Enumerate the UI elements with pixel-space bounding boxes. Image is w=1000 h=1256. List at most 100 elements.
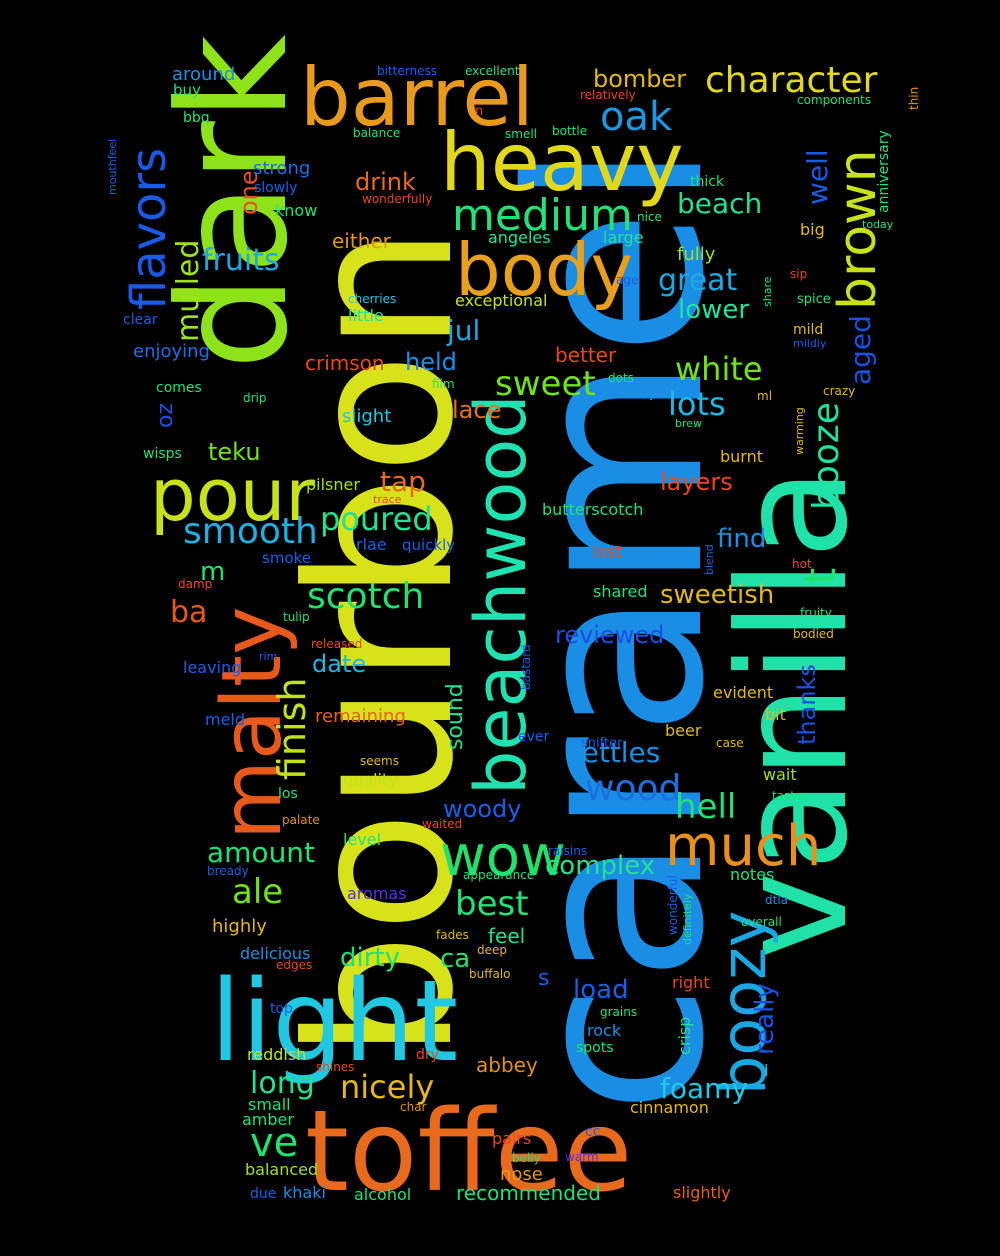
word: lots (668, 385, 726, 423)
word: reddish (247, 1045, 306, 1064)
word: relatively (580, 88, 636, 102)
word: waited (422, 817, 462, 831)
word: bomber (593, 65, 686, 93)
word: smooth (183, 511, 318, 552)
word: burnt (720, 447, 763, 466)
word: wonderfully (362, 192, 432, 206)
word: character (705, 60, 878, 101)
word: body (455, 228, 633, 312)
word: beer (665, 721, 702, 740)
word: damp (178, 577, 212, 591)
word: lower (678, 295, 749, 325)
word: exceptional (455, 291, 547, 310)
word: big (800, 220, 825, 239)
word: meld (205, 710, 245, 729)
word: aged (844, 315, 877, 385)
word: today (862, 218, 894, 231)
word: scotch (307, 576, 424, 617)
word: large (603, 228, 644, 247)
word: leaving (183, 658, 241, 677)
word: released (311, 637, 362, 651)
word: f (788, 78, 793, 92)
word: caramel (477, 142, 757, 1115)
word: level (343, 830, 381, 849)
word: reviewed (555, 621, 664, 649)
word: smoke (262, 549, 311, 567)
word: balanced (245, 1160, 318, 1179)
word: finish (270, 678, 314, 780)
word: white (675, 350, 763, 388)
word: butterscotch (542, 500, 643, 519)
word: spots (576, 1040, 614, 1056)
word: blend (703, 544, 716, 575)
word: s (538, 966, 549, 991)
word: comes (156, 380, 202, 396)
word: grains (600, 1005, 637, 1019)
word: shared (593, 582, 648, 601)
word: sip (790, 267, 807, 281)
word: date (312, 650, 366, 678)
word: film (432, 377, 455, 391)
word: flavors (121, 148, 177, 310)
word: really (750, 983, 780, 1055)
word: quality (343, 770, 398, 789)
word: bit (765, 705, 786, 724)
word: best (455, 884, 529, 924)
word: recommended (456, 1181, 601, 1205)
word: long (250, 1066, 315, 1101)
word: warming (793, 407, 806, 455)
word: amount (207, 836, 315, 869)
word: case (716, 736, 744, 750)
word: wood (585, 768, 681, 809)
word: rim (259, 650, 277, 663)
word: great (658, 263, 738, 298)
word: evident (713, 683, 773, 702)
word: components (797, 93, 871, 107)
word: m (200, 557, 225, 587)
word: medium (452, 190, 633, 241)
word: little (348, 306, 384, 325)
word: amber (242, 1110, 294, 1129)
word: around (172, 64, 235, 85)
word: lost (593, 542, 622, 561)
word: bready (207, 864, 249, 878)
word: know (275, 201, 317, 220)
word: dots (608, 371, 634, 385)
word: one (235, 170, 263, 215)
word: layers (660, 468, 733, 496)
word: clear (123, 312, 158, 328)
word: rock (587, 1021, 622, 1040)
word: hell (675, 787, 736, 827)
word: fruity (800, 606, 832, 620)
word: los (278, 786, 298, 802)
word: ale (232, 872, 283, 912)
word: beachwood (460, 394, 542, 795)
word: highly (212, 916, 267, 937)
word: sweet (495, 364, 596, 404)
word: barrel (300, 51, 534, 144)
word: delicious (240, 944, 310, 963)
word: ve (250, 1120, 298, 1166)
word: bodied (793, 627, 834, 641)
word: brown (828, 149, 888, 310)
word: presence (588, 798, 652, 814)
word: drink (355, 168, 416, 196)
word: bottle (552, 124, 587, 138)
word: angeles (488, 228, 551, 247)
word: lace (452, 396, 501, 424)
word: share (761, 276, 774, 307)
word: seems (360, 754, 399, 768)
word: toffee (305, 1087, 632, 1217)
word: right (672, 973, 710, 992)
word: fades (436, 928, 469, 942)
word: strong (253, 158, 310, 179)
word: poured (320, 500, 433, 538)
word: slowly (254, 180, 297, 196)
word: malty (205, 606, 300, 840)
word: khaki (283, 1183, 326, 1202)
word: light (210, 957, 458, 1087)
word: l (764, 1061, 768, 1080)
word: hot (792, 557, 812, 571)
